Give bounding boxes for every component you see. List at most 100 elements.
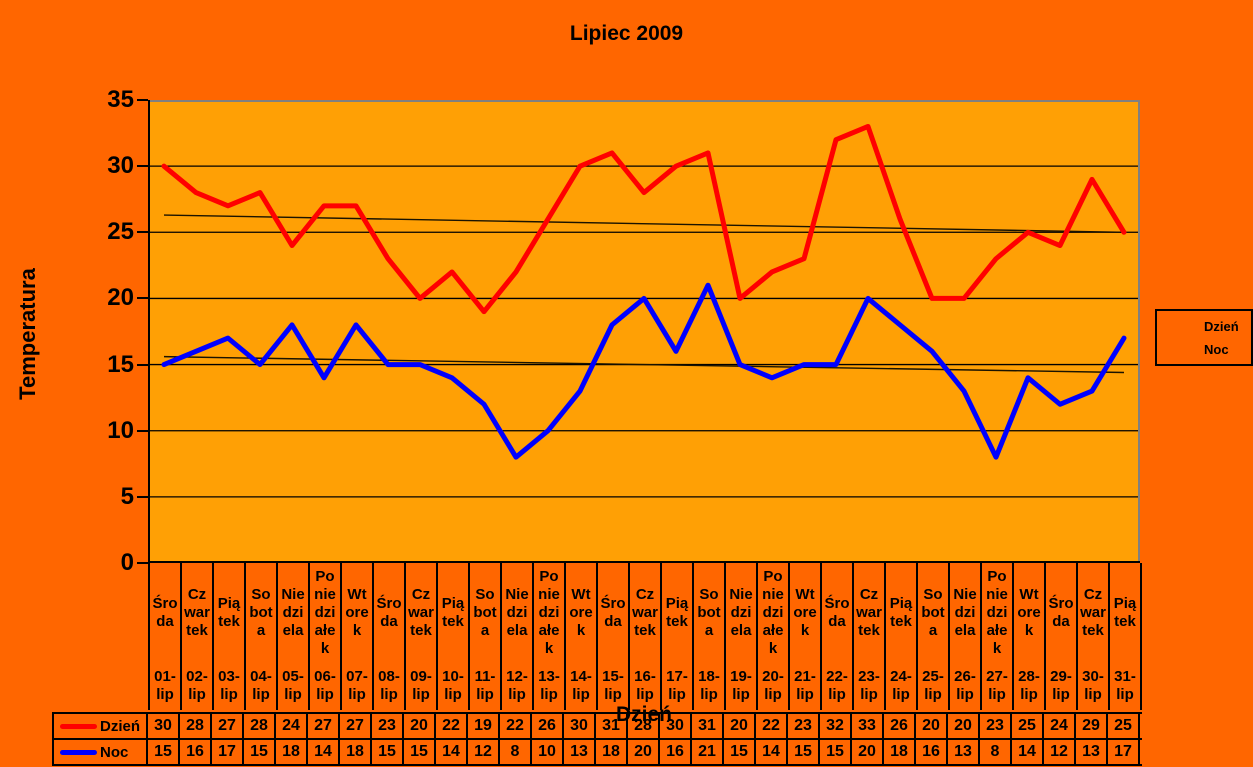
x-category-01-lip: Śro da 01- lip bbox=[150, 563, 182, 710]
x-date-label: 31- lip bbox=[1114, 668, 1136, 703]
table-cell: 33 bbox=[852, 714, 884, 738]
table-cell: 15 bbox=[820, 740, 852, 764]
x-date-label: 07- lip bbox=[346, 668, 368, 703]
x-day-name-label: So bot a bbox=[473, 585, 497, 639]
x-date-label: 17- lip bbox=[666, 668, 688, 703]
y-tick-label-20: 20 bbox=[107, 284, 134, 312]
trendline-noc bbox=[163, 355, 1125, 374]
x-day-name-label: Pią tek bbox=[217, 594, 241, 630]
table-row-label: Dzień bbox=[100, 717, 141, 735]
x-day-name-label: So bot a bbox=[921, 585, 945, 639]
x-day-name-label: Pią tek bbox=[1113, 594, 1137, 630]
x-category-03-lip: Pią tek 03- lip bbox=[214, 563, 246, 710]
x-date-label: 05- lip bbox=[282, 668, 304, 703]
x-day-name-label: Cz war tek bbox=[856, 585, 882, 639]
x-date-label: 15- lip bbox=[602, 668, 624, 703]
table-cell: 28 bbox=[244, 714, 276, 738]
dzien-line-swatch bbox=[60, 723, 97, 729]
noc-line-swatch bbox=[60, 749, 97, 755]
y-tick-mark bbox=[137, 231, 148, 234]
x-category-10-lip: Pią tek 10- lip bbox=[438, 563, 470, 710]
table-cell: 15 bbox=[244, 740, 276, 764]
table-cell: 17 bbox=[212, 740, 244, 764]
table-row-label: Noc bbox=[100, 743, 129, 761]
x-day-name-label: Pią tek bbox=[665, 594, 689, 630]
table-cell: 27 bbox=[308, 714, 340, 738]
legend-box: Dzień Noc bbox=[1155, 309, 1253, 366]
x-category-04-lip: So bot a 04- lip bbox=[246, 563, 278, 710]
x-day-name-label: Śro da bbox=[1048, 594, 1074, 630]
series-line-noc bbox=[161, 282, 1127, 460]
x-date-label: 25- lip bbox=[922, 668, 944, 703]
x-day-name-label: Pią tek bbox=[441, 594, 465, 630]
y-tick-mark bbox=[137, 363, 148, 366]
table-cell: 8 bbox=[980, 740, 1012, 764]
x-day-name-label: Wt ore k bbox=[569, 585, 593, 639]
x-date-label: 03- lip bbox=[218, 668, 240, 703]
y-tick-label-0: 0 bbox=[120, 549, 134, 576]
y-tick-mark bbox=[137, 165, 148, 168]
x-category-16-lip: Cz war tek 16- lip bbox=[630, 563, 662, 710]
x-category-31-lip: Pią tek 31- lip bbox=[1110, 563, 1142, 710]
table-cell: 18 bbox=[340, 740, 372, 764]
x-day-name-label: Po nie dzi ałe k bbox=[314, 567, 336, 657]
x-day-name-label: Nie dzi ela bbox=[505, 585, 529, 639]
table-cell: 14 bbox=[308, 740, 340, 764]
table-cell: 28 bbox=[628, 714, 660, 738]
table-cell: 26 bbox=[884, 714, 916, 738]
x-date-label: 12- lip bbox=[506, 668, 528, 703]
chart-plot-svg bbox=[148, 100, 1140, 563]
table-cell: 23 bbox=[788, 714, 820, 738]
x-category-13-lip: Po nie dzi ałe k 13- lip bbox=[534, 563, 566, 710]
x-category-20-lip: Po nie dzi ałe k 20- lip bbox=[758, 563, 790, 710]
table-cell: 14 bbox=[1012, 740, 1044, 764]
x-day-name-label: So bot a bbox=[697, 585, 721, 639]
x-date-label: 30- lip bbox=[1082, 668, 1104, 703]
table-cell: 31 bbox=[692, 714, 724, 738]
x-date-label: 27- lip bbox=[986, 668, 1008, 703]
table-cell: 30 bbox=[148, 714, 180, 738]
x-date-label: 21- lip bbox=[794, 668, 816, 703]
x-axis-title: Dzień bbox=[615, 703, 672, 726]
table-cell: 19 bbox=[468, 714, 500, 738]
x-category-28-lip: Wt ore k 28- lip bbox=[1014, 563, 1046, 710]
x-day-name-label: Nie dzi ela bbox=[281, 585, 305, 639]
x-date-label: 10- lip bbox=[442, 668, 464, 703]
table-cell: 25 bbox=[1012, 714, 1044, 738]
table-cell: 20 bbox=[948, 714, 980, 738]
x-axis-labels: Śro da 01- lip Cz war tek 02- lip Pią tek 03-… bbox=[148, 563, 1142, 710]
trendline-dzien bbox=[163, 214, 1125, 233]
legend-label-noc: Noc bbox=[1204, 341, 1229, 357]
y-tick-mark bbox=[137, 562, 148, 564]
table-row-dzien: Dzień 30 28 27 28 24 27 27 23 20 22 19 22 26 30 31 28 30 3… bbox=[52, 714, 1142, 740]
table-cell: 20 bbox=[916, 714, 948, 738]
y-tick-label-30: 30 bbox=[107, 152, 134, 180]
table-cell: 31 bbox=[596, 714, 628, 738]
x-category-05-lip: Nie dzi ela 05- lip bbox=[278, 563, 310, 710]
x-day-name-label: Po nie dzi ałe k bbox=[986, 567, 1008, 657]
y-tick-label-15: 15 bbox=[107, 350, 134, 378]
y-tick-mark bbox=[137, 99, 148, 101]
x-day-name-label: Cz war tek bbox=[184, 585, 210, 639]
x-category-19-lip: Nie dzi ela 19- lip bbox=[726, 563, 758, 710]
x-category-08-lip: Śro da 08- lip bbox=[374, 563, 406, 710]
table-cell: 16 bbox=[180, 740, 212, 764]
x-day-name-label: Śro da bbox=[152, 594, 178, 630]
x-date-label: 23- lip bbox=[858, 668, 880, 703]
table-cell: 30 bbox=[660, 714, 692, 738]
table-cell: 13 bbox=[1076, 740, 1108, 764]
table-cell: 15 bbox=[148, 740, 180, 764]
x-day-name-label: Cz war tek bbox=[408, 585, 434, 639]
y-tick-mark bbox=[137, 495, 148, 498]
table-cell: 15 bbox=[372, 740, 404, 764]
table-cell: 26 bbox=[532, 714, 564, 738]
x-date-label: 14- lip bbox=[570, 668, 592, 703]
table-row-header-noc: Noc bbox=[52, 740, 148, 764]
y-axis-title: Temperatura bbox=[15, 268, 40, 400]
x-category-15-lip: Śro da 15- lip bbox=[598, 563, 630, 710]
table-row-header-dzien: Dzień bbox=[52, 714, 148, 738]
dzien-line-swatch bbox=[1164, 324, 1200, 329]
table-cell: 25 bbox=[1108, 714, 1140, 738]
chart-title: Lipiec 2009 bbox=[569, 22, 684, 45]
